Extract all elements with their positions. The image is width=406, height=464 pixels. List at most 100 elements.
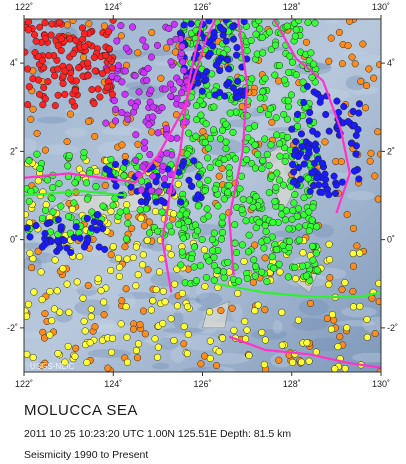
earthquake-marker xyxy=(84,117,93,126)
earthquake-marker xyxy=(310,60,318,68)
earthquake-marker xyxy=(304,19,312,26)
earthquake-marker xyxy=(75,64,83,72)
x-tick-label: 128˚ xyxy=(283,379,301,389)
earthquake-marker xyxy=(256,105,264,114)
earthquake-marker xyxy=(318,159,327,167)
earthquake-marker xyxy=(185,176,193,184)
earthquake-marker xyxy=(178,42,186,50)
earthquake-marker xyxy=(148,128,156,136)
earthquake-marker xyxy=(84,59,92,67)
earthquake-marker xyxy=(290,199,298,207)
earthquake-marker xyxy=(198,87,206,95)
earthquake-marker xyxy=(24,224,31,232)
earthquake-marker xyxy=(82,179,90,187)
relief-patch xyxy=(76,284,99,297)
earthquake-marker xyxy=(290,151,299,159)
earthquake-marker xyxy=(210,229,218,237)
earthquake-marker xyxy=(199,127,207,136)
earthquake-marker xyxy=(194,202,202,210)
earthquake-marker xyxy=(145,218,153,226)
earthquake-marker xyxy=(279,181,288,189)
relief-patch xyxy=(95,319,117,329)
earthquake-marker xyxy=(325,57,333,65)
earthquake-marker xyxy=(304,174,312,182)
earthquake-marker xyxy=(219,26,227,34)
earthquake-marker xyxy=(216,67,224,75)
earthquake-marker xyxy=(348,53,356,61)
earthquake-marker xyxy=(326,274,334,282)
earthquake-marker xyxy=(108,64,116,72)
earthquake-marker xyxy=(116,263,124,271)
relief-patch xyxy=(162,327,205,333)
earthquake-marker xyxy=(109,243,117,251)
earthquake-marker xyxy=(192,277,200,285)
earthquake-marker xyxy=(260,361,268,369)
relief-patch xyxy=(152,362,170,370)
earthquake-marker xyxy=(359,40,367,48)
earthquake-marker xyxy=(309,256,317,264)
earthquake-marker xyxy=(139,36,147,44)
axis-ticks xyxy=(20,15,385,376)
earthquake-marker xyxy=(205,19,213,25)
earthquake-marker xyxy=(41,310,49,318)
earthquake-marker xyxy=(115,62,123,70)
earthquake-marker xyxy=(79,294,87,302)
earthquake-marker xyxy=(356,249,364,257)
earthquake-marker xyxy=(175,220,183,228)
earthquake-marker xyxy=(100,22,108,30)
earthquake-marker xyxy=(122,235,130,243)
earthquake-marker xyxy=(273,169,281,177)
earthquake-marker xyxy=(94,275,102,283)
earthquake-marker xyxy=(281,76,289,84)
earthquake-markers xyxy=(24,19,381,372)
earthquake-marker xyxy=(167,251,175,259)
plate-boundary-line xyxy=(24,190,127,197)
earthquake-marker xyxy=(178,162,186,170)
earthquake-marker xyxy=(167,58,175,66)
earthquake-marker xyxy=(167,315,175,323)
earthquake-marker xyxy=(215,172,223,180)
x-tick-labels-top: 122˚ 124˚ 126˚ 128˚ 130˚ xyxy=(15,2,390,12)
earthquake-marker xyxy=(234,93,242,101)
earthquake-marker xyxy=(314,155,322,163)
earthquake-marker xyxy=(232,248,241,257)
earthquake-marker xyxy=(61,358,69,366)
earthquake-marker xyxy=(218,219,226,227)
earthquake-marker xyxy=(30,288,38,296)
relief-patch xyxy=(118,292,157,300)
earthquake-marker xyxy=(26,233,34,241)
earthquake-marker xyxy=(172,35,180,43)
earthquake-marker xyxy=(70,234,78,242)
earthquake-marker xyxy=(271,71,279,79)
earthquake-marker xyxy=(51,102,59,110)
earthquake-marker xyxy=(288,125,296,133)
earthquake-marker xyxy=(57,47,65,55)
earthquake-marker xyxy=(72,223,80,231)
earthquake-marker xyxy=(214,202,222,210)
earthquake-marker xyxy=(51,256,59,264)
earthquake-marker xyxy=(81,327,89,335)
earthquake-marker xyxy=(123,358,132,366)
earthquake-marker xyxy=(138,177,146,185)
earthquake-marker xyxy=(336,333,344,341)
earthquake-marker xyxy=(245,351,253,360)
map-canvas: USGS-NEIC 122˚ 124˚ 126˚ 128˚ 130˚ 122˚ 124˚ 1… xyxy=(7,2,398,389)
earthquake-marker xyxy=(76,253,84,261)
earthquake-marker xyxy=(231,221,239,229)
earthquake-marker xyxy=(283,133,292,141)
earthquake-marker xyxy=(217,307,225,315)
earthquake-marker xyxy=(202,120,210,128)
earthquake-marker xyxy=(112,105,120,113)
relief-patch xyxy=(24,331,45,339)
earthquake-marker xyxy=(352,150,360,158)
earthquake-marker xyxy=(57,223,65,231)
earthquake-marker xyxy=(129,23,137,31)
earthquake-marker xyxy=(233,44,241,52)
earthquake-marker xyxy=(171,48,179,56)
region-title: MOLUCCA SEA xyxy=(24,402,138,419)
earthquake-marker xyxy=(222,145,230,153)
earthquake-marker xyxy=(174,180,182,188)
earthquake-marker xyxy=(276,152,284,160)
earthquake-marker xyxy=(115,272,123,280)
earthquake-marker xyxy=(218,229,227,237)
